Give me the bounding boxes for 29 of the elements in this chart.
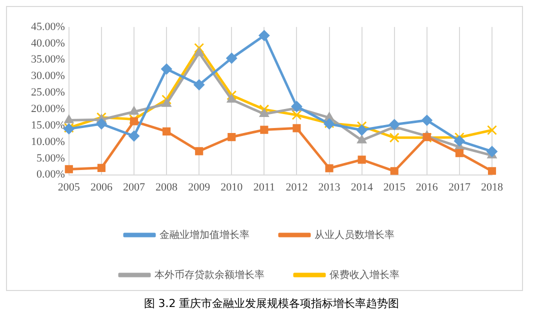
y-tick-label: 15.00% bbox=[30, 119, 65, 132]
x-tick-label: 2010 bbox=[220, 181, 244, 194]
y-tick-label: 10.00% bbox=[30, 136, 65, 148]
x-tick-label: 2009 bbox=[188, 181, 211, 194]
legend-label: 从业人员数增长率 bbox=[314, 228, 394, 241]
x-tick-label: 2007 bbox=[123, 181, 146, 194]
y-tick-label: 40.00% bbox=[30, 37, 65, 50]
y-tick-label: 45.00% bbox=[30, 20, 65, 33]
x-tick-label: 2011 bbox=[253, 181, 275, 194]
x-tick-label: 2014 bbox=[350, 181, 374, 194]
legend-label: 本外币存贷款余额增长率 bbox=[154, 268, 264, 281]
y-tick-label: 20.00% bbox=[30, 103, 65, 115]
y-tick-label: 35.00% bbox=[30, 54, 65, 66]
x-tick-label: 2005 bbox=[58, 181, 80, 194]
x-tick-label: 2016 bbox=[416, 181, 438, 194]
text: 图 3.2 重庆市金融业发展规模各项指标增长率趋势图 bbox=[142, 296, 400, 311]
x-tick-label: 2017 bbox=[448, 181, 471, 194]
legend-label: 金融业增加值增长率 bbox=[160, 228, 250, 241]
y-tick-label: 0.00% bbox=[36, 168, 65, 181]
x-tick-label: 2015 bbox=[383, 181, 406, 194]
y-tick-label: 30.00% bbox=[30, 70, 65, 82]
x-tick-label: 2013 bbox=[318, 181, 341, 194]
x-tick-label: 2012 bbox=[286, 181, 308, 194]
x-tick-label: 2018 bbox=[481, 181, 504, 194]
x-tick-label: 2006 bbox=[90, 181, 113, 194]
x-tick-label: 2008 bbox=[156, 181, 178, 194]
legend-label: 保费收入增长率 bbox=[330, 268, 400, 281]
y-tick-label: 5.00% bbox=[36, 152, 65, 164]
y-tick-label: 25.00% bbox=[30, 86, 65, 99]
